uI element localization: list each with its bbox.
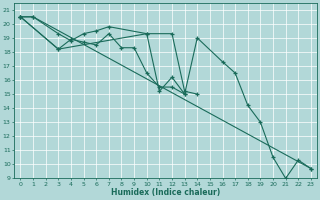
X-axis label: Humidex (Indice chaleur): Humidex (Indice chaleur) <box>111 188 220 197</box>
